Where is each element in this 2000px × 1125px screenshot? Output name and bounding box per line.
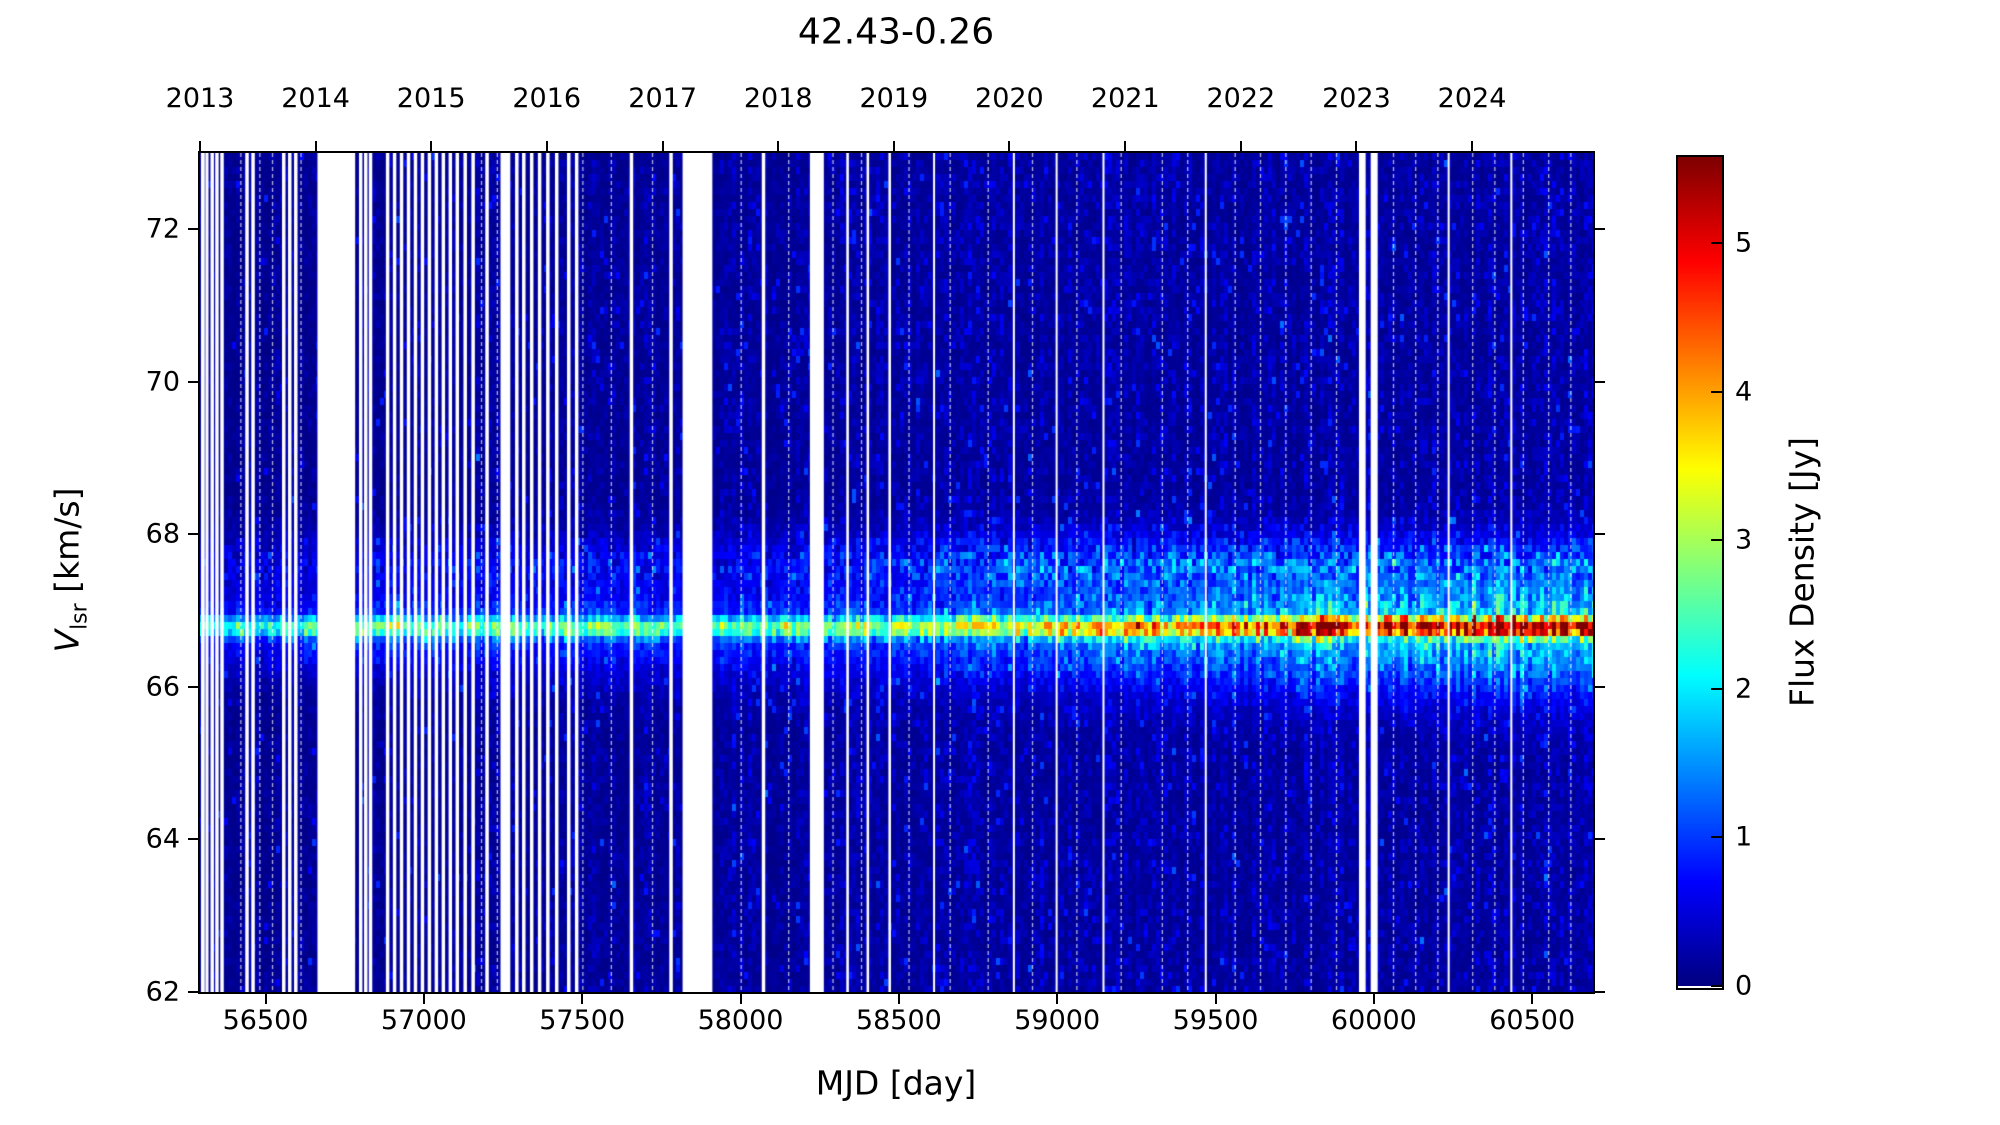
colorbar-tick-mark: [1711, 687, 1722, 690]
y-axis-label-unit: [km/s]: [47, 487, 87, 604]
x-tick-mark: [739, 993, 742, 1004]
x-tick-label: 57000: [380, 1005, 467, 1036]
colorbar-tick-label: 3: [1735, 524, 1753, 556]
year-tick-mark: [892, 141, 895, 152]
colorbar-tick-mark: [1711, 242, 1722, 245]
colorbar-tick-mark: [1711, 539, 1722, 542]
colorbar-tick-mark: [1711, 985, 1722, 987]
year-tick-mark: [1124, 141, 1127, 152]
colorbar-tick-mark: [1711, 836, 1722, 839]
x-tick-mark: [1531, 993, 1534, 1004]
y-tick-mark: [188, 228, 199, 231]
x-tick-label: 60000: [1330, 1005, 1417, 1036]
y-tick-mark-right: [1594, 991, 1605, 993]
year-tick-label: 2018: [743, 83, 813, 114]
colorbar-tick-label: 0: [1735, 970, 1753, 1002]
x-tick-mark: [1372, 993, 1375, 1004]
y-tick-mark: [188, 380, 199, 383]
year-tick-label: 2015: [396, 83, 466, 114]
x-tick-label: 58000: [697, 1005, 784, 1036]
year-tick-label: 2016: [512, 83, 582, 114]
year-tick-label: 2013: [165, 83, 235, 114]
year-tick-label: 2024: [1437, 83, 1507, 114]
year-tick-mark: [199, 141, 201, 152]
colorbar-tick-label: 2: [1735, 673, 1753, 705]
year-tick-label: 2021: [1090, 83, 1160, 114]
x-tick-mark: [1214, 993, 1217, 1004]
y-axis-label-subscript: lsr: [67, 603, 93, 630]
y-tick-mark: [188, 685, 199, 688]
y-tick-mark-right: [1594, 380, 1605, 383]
y-tick-mark-right: [1594, 685, 1605, 688]
year-tick-mark: [1239, 141, 1242, 152]
colorbar-tick-mark: [1711, 390, 1722, 393]
colorbar-tick-label: 4: [1735, 376, 1753, 408]
y-tick-mark-right: [1594, 838, 1605, 841]
y-tick-label: 62: [145, 976, 180, 1008]
y-axis-label-symbol: V: [47, 629, 87, 653]
x-tick-mark: [897, 993, 900, 1004]
y-tick-mark-right: [1594, 228, 1605, 231]
heatmap-canvas: [200, 153, 1593, 992]
y-tick-mark: [188, 991, 199, 993]
x-tick-mark: [1056, 993, 1059, 1004]
y-tick-label: 68: [145, 518, 180, 550]
y-tick-label: 64: [145, 823, 180, 855]
year-tick-mark: [1471, 141, 1474, 152]
year-tick-label: 2014: [281, 83, 350, 114]
y-tick-label: 72: [145, 213, 180, 245]
y-tick-mark: [188, 533, 199, 536]
year-tick-mark: [1355, 141, 1358, 152]
y-tick-label: 70: [145, 366, 180, 398]
year-tick-mark: [1008, 141, 1011, 152]
year-tick-label: 2020: [975, 83, 1044, 114]
x-tick-mark: [581, 993, 584, 1004]
y-tick-label: 66: [145, 671, 180, 703]
year-tick-mark: [777, 141, 780, 152]
x-tick-label: 57500: [539, 1005, 626, 1036]
year-tick-label: 2019: [859, 83, 929, 114]
colorbar-tick-label: 1: [1735, 821, 1753, 853]
year-tick-mark: [661, 141, 664, 152]
x-axis-label: MJD [day]: [815, 1063, 977, 1103]
y-tick-mark: [188, 838, 199, 841]
x-tick-label: 56500: [222, 1005, 309, 1036]
x-tick-mark: [264, 993, 267, 1004]
colorbar-label: Flux Density [Jy]: [1782, 436, 1822, 708]
x-tick-label: 59500: [1172, 1005, 1259, 1036]
year-tick-mark: [545, 141, 548, 152]
year-tick-mark: [314, 141, 317, 152]
x-tick-label: 58500: [855, 1005, 942, 1036]
x-tick-mark: [422, 993, 425, 1004]
year-tick-label: 2022: [1206, 83, 1276, 114]
colorbar-canvas: [1678, 157, 1722, 986]
y-axis-label: Vlsr [km/s]: [48, 487, 93, 652]
year-tick-label: 2023: [1322, 83, 1391, 114]
x-tick-label: 59000: [1014, 1005, 1101, 1036]
year-tick-mark: [430, 141, 433, 152]
x-tick-label: 60500: [1489, 1005, 1576, 1036]
page-title: 42.43-0.26: [797, 11, 995, 53]
colorbar-tick-label: 5: [1735, 227, 1753, 259]
y-tick-mark-right: [1594, 533, 1605, 536]
year-tick-label: 2017: [628, 83, 697, 114]
